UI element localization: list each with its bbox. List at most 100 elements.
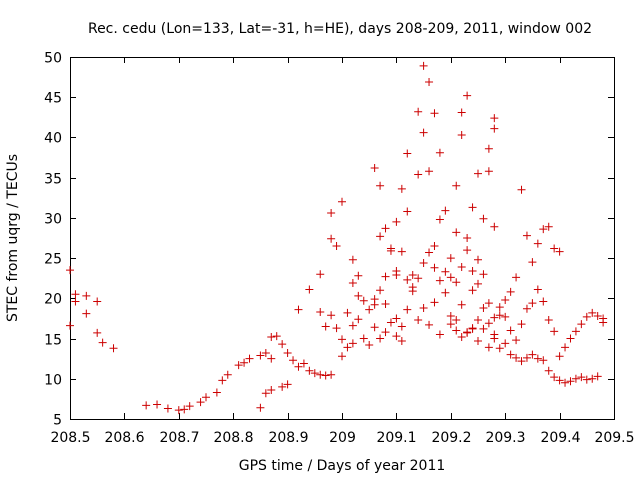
data-point [452,326,461,335]
data-point [256,403,265,412]
data-point [234,361,243,370]
data-point [359,296,368,305]
data-point [381,272,390,281]
data-point [533,285,542,294]
x-tick-label: 208.5 [50,430,90,446]
data-point [283,349,292,358]
data-point [354,271,363,280]
data-point [348,255,357,264]
data-point [66,266,74,275]
data-point [588,308,597,317]
data-point [555,247,564,256]
data-point [381,328,390,337]
data-point [354,315,363,324]
data-point [163,404,172,413]
data-point [512,336,521,345]
data-point [561,378,570,387]
data-point [490,124,499,133]
data-point [261,349,270,358]
data-point [490,330,499,339]
data-point [403,305,412,314]
data-point [397,322,406,331]
data-point [392,332,401,341]
data-point [588,374,597,383]
data-point [316,270,325,279]
data-point [202,393,210,402]
data-point [408,271,417,280]
data-point [506,287,515,296]
data-point [501,295,510,304]
data-point [240,358,249,367]
data-point [370,323,379,332]
y-tick-label: 10 [44,373,62,389]
data-point [142,401,151,410]
data-point [571,374,580,383]
data-point [495,311,504,320]
data-point [71,297,80,306]
data-point [425,77,434,86]
data-point [544,366,553,375]
y-tick-label: 40 [44,131,62,147]
y-tick-label: 15 [44,333,62,349]
data-point [512,353,521,362]
data-point [571,327,580,336]
data-point [430,109,439,118]
data-point [397,247,406,256]
data-point [66,321,74,330]
data-point [338,335,346,344]
data-point [381,299,390,308]
data-point [376,286,385,295]
data-point [446,320,455,329]
data-point [419,258,428,267]
data-point [365,340,374,349]
data-point [370,295,379,304]
data-point [425,248,434,257]
data-point [327,311,336,320]
data-point [414,170,423,179]
data-point [414,274,423,283]
data-point [354,291,363,300]
data-point [392,266,401,275]
data-point [414,316,423,325]
data-point [484,144,493,153]
x-axis: 208.5 208.6 208.7 208.8 208.9 209 209.1 209.2 20… [50,57,635,446]
data-point [463,246,472,255]
data-point [468,324,477,333]
data-point [517,357,526,366]
data-point [403,149,412,158]
data-point [490,222,499,231]
data-point [441,288,450,297]
data-point [474,169,482,178]
x-tick-label: 209.1 [376,430,416,446]
data-point [495,344,504,353]
data-point [446,312,455,321]
data-point [555,376,564,385]
data-point [348,279,357,288]
plot-frame [70,57,615,420]
data-point [381,224,390,233]
data-point [386,246,395,255]
data-point [544,316,553,325]
data-point [550,373,559,382]
data-point [435,215,444,224]
y-tick-label: 35 [44,172,62,188]
data-point [484,319,493,328]
data-point [425,320,434,329]
x-tick-label: 209.4 [540,430,580,446]
data-point [533,239,542,248]
data-point [430,242,439,251]
data-point [463,234,472,242]
data-point [283,380,292,389]
data-point [174,406,183,415]
data-point [218,376,227,385]
data-point [321,371,330,380]
data-point [522,353,531,362]
data-point [316,370,325,379]
y-axis-label: STEC from uqrg / TECUs [5,154,21,322]
data-point [593,372,602,381]
data-point [109,344,118,353]
data-point [501,312,510,321]
data-point [338,197,346,206]
data-point [93,328,102,337]
data-point [582,375,591,384]
